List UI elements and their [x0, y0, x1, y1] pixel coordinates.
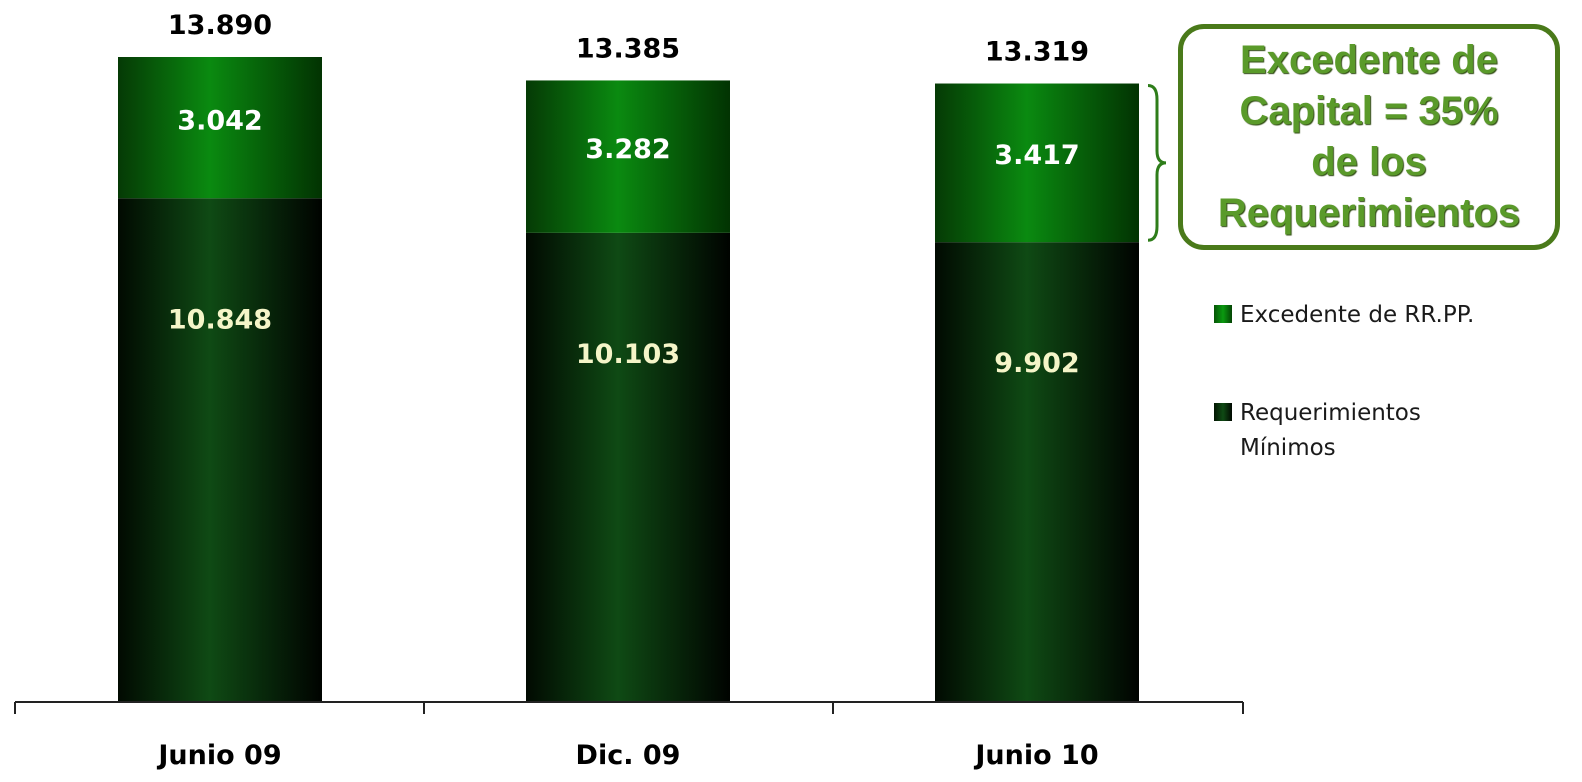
legend-swatch-1: [1214, 403, 1232, 421]
label-total-2: 13.319: [985, 37, 1089, 68]
capital-surplus-callout: Excedente de Capital = 35% de los Requer…: [1178, 24, 1560, 250]
bar-excedente-2: [935, 83, 1139, 243]
bar-excedente-0: [118, 57, 322, 199]
label-requerimientos-0: 10.848: [168, 304, 272, 335]
label-total-1: 13.385: [576, 33, 680, 64]
label-requerimientos-1: 10.103: [576, 339, 680, 370]
label-excedente-0: 3.042: [177, 106, 262, 137]
callout-text: Excedente de Capital = 35% de los Requer…: [1217, 38, 1521, 235]
legend-label-1-1: Mínimos: [1240, 435, 1336, 461]
bar-requerimientos-2: [935, 242, 1139, 702]
bar-excedente-1: [526, 80, 730, 233]
category-label-2: Junio 10: [973, 740, 1098, 771]
category-label-1: Dic. 09: [576, 740, 681, 771]
label-excedente-2: 3.417: [994, 140, 1079, 171]
label-requerimientos-2: 9.902: [994, 348, 1079, 379]
category-label-0: Junio 09: [156, 740, 281, 771]
label-total-0: 13.890: [168, 10, 272, 41]
bar-requerimientos-0: [118, 198, 322, 702]
label-excedente-1: 3.282: [585, 134, 670, 165]
legend-label-1-0: Requerimientos: [1240, 400, 1421, 426]
bar-requerimientos-1: [526, 232, 730, 702]
curly-bracket: [1147, 84, 1167, 242]
legend-label-0-0: Excedente de RR.PP.: [1240, 302, 1474, 328]
legend-swatch-0: [1214, 305, 1232, 323]
